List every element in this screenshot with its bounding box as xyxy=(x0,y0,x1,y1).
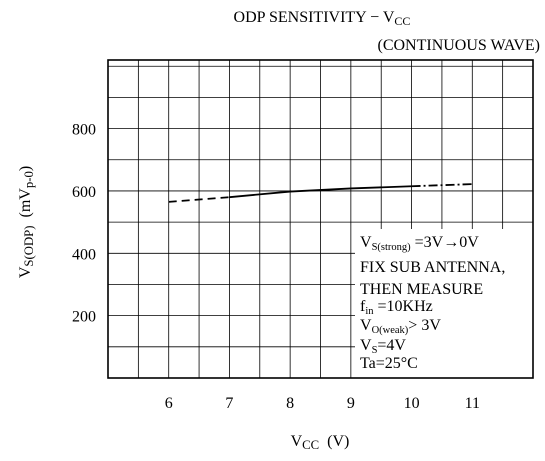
x-tick-label: 6 xyxy=(165,395,173,412)
x-axis-label-part: CC xyxy=(302,438,319,452)
x-axis-label: VCC (V) xyxy=(291,433,350,452)
y-axis-label-part: (mV xyxy=(17,188,34,226)
annotation-line-part: =3V→0V xyxy=(411,234,480,251)
data-line xyxy=(350,185,412,190)
plot-frame xyxy=(107,59,534,379)
annotation-line-part: Ta=25°C xyxy=(360,355,418,372)
y-tick-label: 800 xyxy=(72,122,96,139)
y-tick-label: 200 xyxy=(72,309,96,326)
annotation-line-part: in xyxy=(365,306,374,317)
annotation-line-part: =4V xyxy=(377,337,406,354)
chart-title: ODP SENSITIVITY − VCC xyxy=(234,9,411,28)
annotation-line-part: THEN MEASURE xyxy=(360,281,483,298)
annotation-line: VS(strong) =3V→0V xyxy=(360,234,479,253)
annotation-line: VS=4V xyxy=(360,337,406,356)
annotation-line-part: =10KHz xyxy=(374,298,433,315)
annotation-line: THEN MEASURE xyxy=(360,281,483,298)
y-axis-label-part: ) xyxy=(17,166,34,171)
y-axis-label-part: p-0 xyxy=(22,171,36,188)
annotation-line: FIX SUB ANTENNA, xyxy=(360,259,505,276)
data-line xyxy=(290,187,351,193)
x-tick-label: 9 xyxy=(347,395,355,412)
y-axis-label: VS(ODP) (mVp-0) xyxy=(17,166,36,278)
annotation-line-part: S xyxy=(372,345,378,356)
annotation-line-part: O(weak) xyxy=(372,325,409,336)
annotation-line: Ta=25°C xyxy=(360,355,418,372)
x-tick-label: 7 xyxy=(225,395,233,412)
y-axis-label-part: V xyxy=(17,266,34,278)
x-tick-label: 11 xyxy=(465,395,480,412)
chart-subtitle: (CONTINUOUS WAVE) xyxy=(377,37,540,54)
y-tick-label: 600 xyxy=(72,184,96,201)
annotation-line-part: V xyxy=(360,337,372,354)
data-line xyxy=(411,183,473,188)
annotation-line-part: V xyxy=(360,234,372,251)
annotation-line-part: FIX SUB ANTENNA, xyxy=(360,259,505,276)
annotation-line-part: > 3V xyxy=(408,317,441,334)
chart-title-part: ODP SENSITIVITY − V xyxy=(234,9,395,26)
annotation-line: fin =10KHz xyxy=(360,298,433,317)
y-axis-label-part: S(ODP) xyxy=(22,226,36,267)
data-line xyxy=(229,190,291,199)
annotation-line-part: S(strong) xyxy=(372,242,412,253)
data-line xyxy=(168,196,230,203)
annotation-line-part: f xyxy=(360,298,366,315)
x-axis-label-part: (V) xyxy=(319,433,349,450)
annotation-line: VO(weak)> 3V xyxy=(360,317,441,336)
chart-title-part: CC xyxy=(394,14,410,28)
annotation-line-part: V xyxy=(360,317,372,334)
annotation-box xyxy=(355,229,533,378)
x-tick-label: 10 xyxy=(404,395,420,412)
x-axis-label-part: V xyxy=(291,433,303,450)
x-tick-label: 8 xyxy=(286,395,294,412)
chart-subtitle-part: (CONTINUOUS WAVE) xyxy=(377,37,540,54)
y-tick-label: 400 xyxy=(72,246,96,263)
